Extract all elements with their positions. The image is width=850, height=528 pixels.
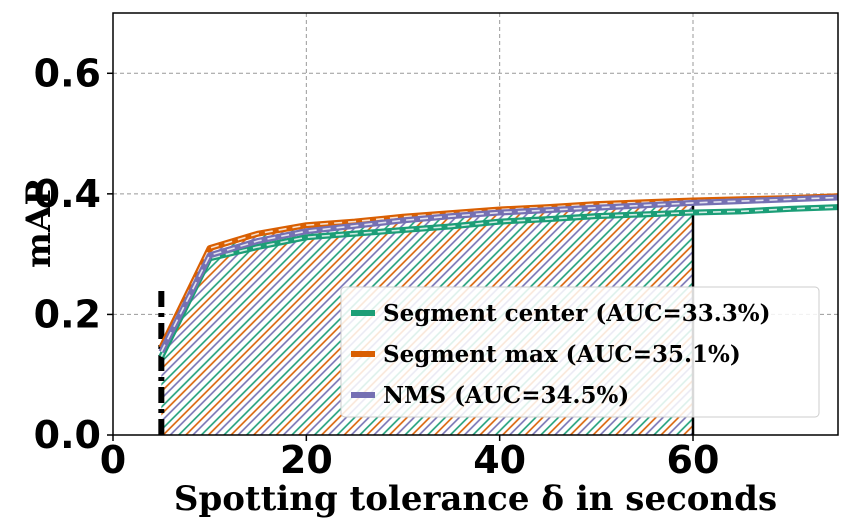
series-lines bbox=[158, 193, 839, 358]
series-dash-3 bbox=[160, 196, 839, 353]
y-axis-ticks: 0.0 0.2 0.4 0.6 bbox=[34, 51, 113, 457]
legend-label-2: Segment max (AUC=35.1%) bbox=[383, 341, 741, 368]
legend-box bbox=[340, 286, 820, 418]
y-axis-label: mAP bbox=[19, 180, 59, 268]
x-tick-label: 40 bbox=[473, 438, 526, 482]
plot-frame bbox=[112, 12, 839, 436]
legend-label-1: Segment center (AUC=33.3%) bbox=[383, 300, 771, 327]
x-tick-label: 60 bbox=[667, 438, 720, 482]
y-tick-label: 0.2 bbox=[34, 292, 101, 336]
x-axis-label: Spotting tolerance δ in seconds bbox=[174, 479, 777, 519]
y-tick-label: 0.6 bbox=[34, 51, 101, 95]
x-tick-label: 0 bbox=[100, 438, 126, 482]
y-tick-label: 0.4 bbox=[34, 172, 101, 216]
x-tick-label: 20 bbox=[280, 438, 333, 482]
y-tick-label: 0.0 bbox=[34, 413, 101, 457]
x-axis-ticks: 0 20 40 60 bbox=[100, 435, 720, 482]
legend: Segment center (AUC=33.3%) Segment max (A… bbox=[340, 286, 820, 418]
legend-label-3: NMS (AUC=34.5%) bbox=[383, 382, 629, 409]
series-dash-1 bbox=[160, 206, 839, 357]
